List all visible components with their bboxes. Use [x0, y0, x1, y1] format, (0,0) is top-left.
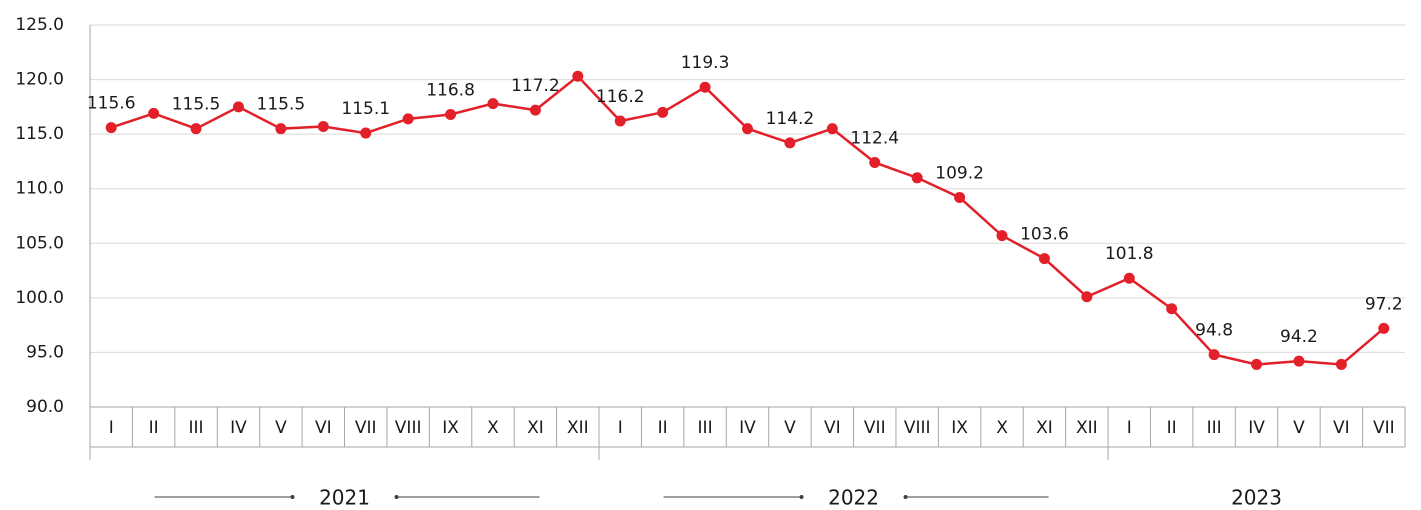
x-tick-label: XI	[527, 418, 544, 438]
value-label: 103.6	[1020, 225, 1069, 245]
x-tick-label: XII	[567, 418, 589, 438]
point	[742, 123, 753, 135]
x-tick-label: III	[189, 418, 204, 438]
value-label: 114.2	[766, 109, 815, 129]
y-tick-label: 100.0	[15, 288, 64, 308]
value-label: 94.8	[1195, 321, 1233, 341]
value-label: 115.5	[257, 95, 306, 115]
point	[614, 115, 626, 127]
value-label: 115.6	[87, 94, 136, 114]
x-tick-label: XI	[1036, 418, 1053, 438]
point	[148, 107, 160, 119]
x-tick-label: VI	[315, 418, 332, 438]
point	[954, 191, 966, 203]
x-tick-label: IV	[739, 418, 756, 438]
x-tick-label: I	[1127, 418, 1132, 438]
value-label: 116.2	[596, 87, 645, 107]
decor-dot	[903, 495, 908, 499]
x-tick-label: VII	[1373, 418, 1395, 438]
x-tick-label: IX	[442, 418, 459, 438]
x-tick-label: VI	[824, 418, 841, 438]
point	[360, 127, 372, 139]
group-label: 2021	[319, 486, 370, 510]
x-tick-label: I	[618, 418, 623, 438]
point	[232, 101, 244, 113]
line	[110, 74, 1385, 366]
point	[1038, 253, 1050, 265]
y-tick-label: 90.0	[26, 397, 64, 417]
point	[105, 122, 117, 134]
x-tick-label: III	[698, 418, 713, 438]
group-label: 2022	[828, 486, 879, 510]
x-tick-label: X	[487, 418, 499, 438]
x-tick-label: XII	[1076, 418, 1098, 438]
value-label: 117.2	[511, 76, 560, 96]
x-tick-label: V	[1293, 418, 1305, 438]
point	[996, 230, 1008, 242]
point	[699, 81, 711, 93]
x-tick-label: IV	[230, 418, 247, 438]
point	[1251, 358, 1263, 370]
y-tick-label: 120.0	[15, 70, 64, 90]
point	[1081, 291, 1093, 303]
x-tick-label: II	[149, 418, 159, 438]
y-tick-label: 95.0	[26, 342, 64, 362]
value-label: 119.3	[681, 53, 730, 73]
x-tick-label: IV	[1248, 418, 1265, 438]
value-label: 116.8	[426, 80, 475, 100]
point	[1293, 355, 1305, 367]
value-label: 97.2	[1365, 294, 1403, 314]
point	[657, 106, 669, 118]
decor-dot	[799, 495, 804, 499]
point	[445, 108, 457, 120]
point	[487, 98, 499, 110]
x-tick-label: VII	[864, 418, 886, 438]
point	[1378, 322, 1390, 334]
x-tick-label: III	[1207, 418, 1222, 438]
point	[572, 70, 584, 82]
x-tick-label: II	[658, 418, 668, 438]
x-tick-label: VII	[355, 418, 377, 438]
point	[826, 123, 838, 135]
value-label: 115.5	[172, 95, 221, 115]
decor-dot	[394, 495, 399, 499]
decor-dot	[290, 495, 295, 499]
point	[1208, 349, 1220, 361]
y-tick-label: 110.0	[15, 179, 64, 199]
x-tick-label: V	[784, 418, 796, 438]
value-label: 115.1	[341, 99, 390, 119]
point	[1166, 303, 1178, 315]
point	[784, 137, 796, 149]
x-tick-label: IX	[951, 418, 968, 438]
value-label: 94.2	[1280, 327, 1318, 347]
x-tick-label: I	[109, 418, 114, 438]
y-tick-label: 125.0	[15, 15, 64, 35]
group-label: 2023	[1231, 486, 1282, 510]
point	[911, 172, 923, 184]
x-tick-label: X	[996, 418, 1008, 438]
point	[317, 121, 329, 133]
point	[275, 123, 287, 135]
x-tick-label: VIII	[395, 418, 422, 438]
point	[529, 104, 541, 116]
point	[402, 113, 414, 125]
x-tick-label: VIII	[904, 418, 931, 438]
x-tick-label: II	[1167, 418, 1177, 438]
x-tick-label: V	[275, 418, 287, 438]
point	[869, 157, 881, 169]
point	[1123, 272, 1135, 284]
x-tick-label: VI	[1333, 418, 1350, 438]
y-tick-label: 105.0	[15, 233, 64, 253]
y-tick-label: 115.0	[15, 124, 64, 144]
point	[190, 123, 202, 135]
value-label: 109.2	[935, 163, 984, 183]
value-label: 112.4	[850, 129, 899, 149]
value-label: 101.8	[1105, 244, 1154, 264]
point	[1335, 358, 1347, 370]
